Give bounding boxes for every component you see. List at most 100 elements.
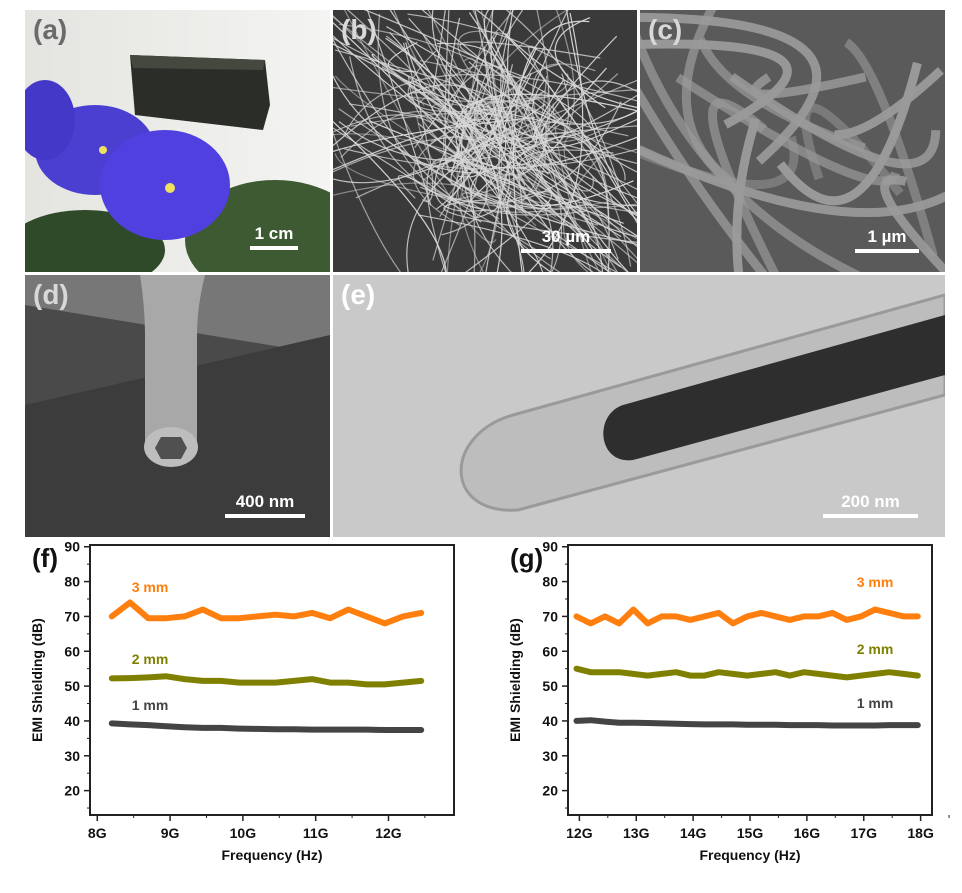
fiber xyxy=(461,192,599,226)
fiber xyxy=(834,67,944,140)
fiber xyxy=(472,10,600,272)
fiber xyxy=(509,73,619,159)
fiber xyxy=(468,61,604,272)
fiber xyxy=(640,33,861,272)
fiber xyxy=(640,12,821,165)
fiber xyxy=(448,17,497,128)
scale-bar: 1 cm xyxy=(250,224,298,250)
scale-bar-label: 1 cm xyxy=(254,224,294,243)
fiber xyxy=(506,10,637,238)
panel-label: (b) xyxy=(341,14,377,45)
x-tick-label: 12G xyxy=(375,825,402,841)
fiber xyxy=(343,10,497,243)
fiber xyxy=(436,42,504,176)
x-tick-label: 9G xyxy=(161,825,180,841)
fiber xyxy=(421,10,637,173)
x-tick-label: 11G xyxy=(303,825,329,841)
panel-label: (e) xyxy=(341,279,376,310)
fiber xyxy=(532,67,607,140)
fiber xyxy=(452,160,624,224)
y-tick-label: 70 xyxy=(64,608,80,624)
fiber xyxy=(499,107,629,272)
series-label: 1 mm xyxy=(857,695,894,711)
fiber xyxy=(512,63,629,137)
plot-frame xyxy=(89,544,455,816)
fiber xyxy=(333,16,637,264)
series-line-1mm xyxy=(573,717,921,729)
scale-bar: 200 nm xyxy=(823,492,918,518)
fiber xyxy=(333,117,536,152)
fiber xyxy=(484,46,622,268)
scale-bar-label: 400 nm xyxy=(235,492,295,511)
y-tick-label: 40 xyxy=(542,713,558,729)
y-tick-label: 50 xyxy=(64,678,80,694)
fiber xyxy=(366,10,432,206)
series-line-2mm xyxy=(573,665,921,681)
panel-label: (c) xyxy=(648,14,683,45)
x-tick-label: 15G xyxy=(737,825,764,841)
tem-image xyxy=(459,293,945,512)
fiber xyxy=(533,121,563,272)
fiber xyxy=(333,38,461,205)
series-label: 2 mm xyxy=(132,651,169,667)
y-tick-label: 70 xyxy=(542,608,558,624)
fiber xyxy=(708,98,779,272)
fiber xyxy=(483,10,637,221)
fiber xyxy=(469,136,610,272)
fiber xyxy=(333,136,619,260)
fiber xyxy=(492,37,629,272)
x-tick-label: 16G xyxy=(794,825,821,841)
series-line-3mm xyxy=(108,599,425,627)
panel-c-sem: (c) 1 µm xyxy=(640,10,945,272)
x-tick-label: 14G xyxy=(680,825,707,841)
scale-bar: 30 µm xyxy=(521,227,611,253)
y-tick-label: 80 xyxy=(542,574,558,590)
fiber xyxy=(531,80,637,141)
fiber xyxy=(385,37,503,272)
y-axis-label: EMI Shielding (dB) xyxy=(29,618,45,742)
fiber xyxy=(563,151,606,272)
fiber xyxy=(407,13,608,95)
y-tick-label: 80 xyxy=(64,574,80,590)
fiber xyxy=(554,17,606,109)
series-label: 3 mm xyxy=(132,579,169,595)
scale-bar: 400 nm xyxy=(225,492,305,518)
fiber xyxy=(528,45,637,204)
fiber xyxy=(480,100,594,272)
fiber xyxy=(843,38,938,258)
sem-image xyxy=(640,10,945,272)
fiber xyxy=(333,120,447,272)
fiber xyxy=(439,168,479,272)
panel-label: (d) xyxy=(33,279,69,310)
fiber xyxy=(475,89,637,113)
fiber xyxy=(485,172,561,272)
y-tick-label: 30 xyxy=(542,748,558,764)
fiber xyxy=(340,110,524,254)
series-line-1mm xyxy=(108,720,425,733)
panel-label: (g) xyxy=(510,543,543,573)
fiber xyxy=(436,10,551,176)
x-tick-label: 17G xyxy=(851,825,878,841)
fiber xyxy=(409,82,546,196)
panel-label: (a) xyxy=(33,14,68,45)
fiber xyxy=(696,37,866,153)
x-axis-label: Frequency (Hz) xyxy=(699,847,800,863)
fiber xyxy=(389,31,483,178)
series-label: 1 mm xyxy=(132,697,169,713)
fiber xyxy=(423,90,546,181)
x-tick-label: 13G xyxy=(623,825,650,841)
fiber xyxy=(363,10,593,131)
y-tick-label: 90 xyxy=(64,539,80,555)
fiber xyxy=(750,72,867,99)
series-line-3mm xyxy=(573,606,921,627)
y-axis-label: EMI Shielding (dB) xyxy=(507,618,523,742)
fiber xyxy=(528,12,584,272)
fiber xyxy=(343,73,637,136)
fiber xyxy=(333,131,402,272)
y-tick-label: 60 xyxy=(542,643,558,659)
fiber xyxy=(333,74,637,246)
scale-bar-label: 1 µm xyxy=(867,227,907,246)
series-label: 3 mm xyxy=(857,574,894,590)
x-axis-label: Frequency (Hz) xyxy=(221,847,322,863)
